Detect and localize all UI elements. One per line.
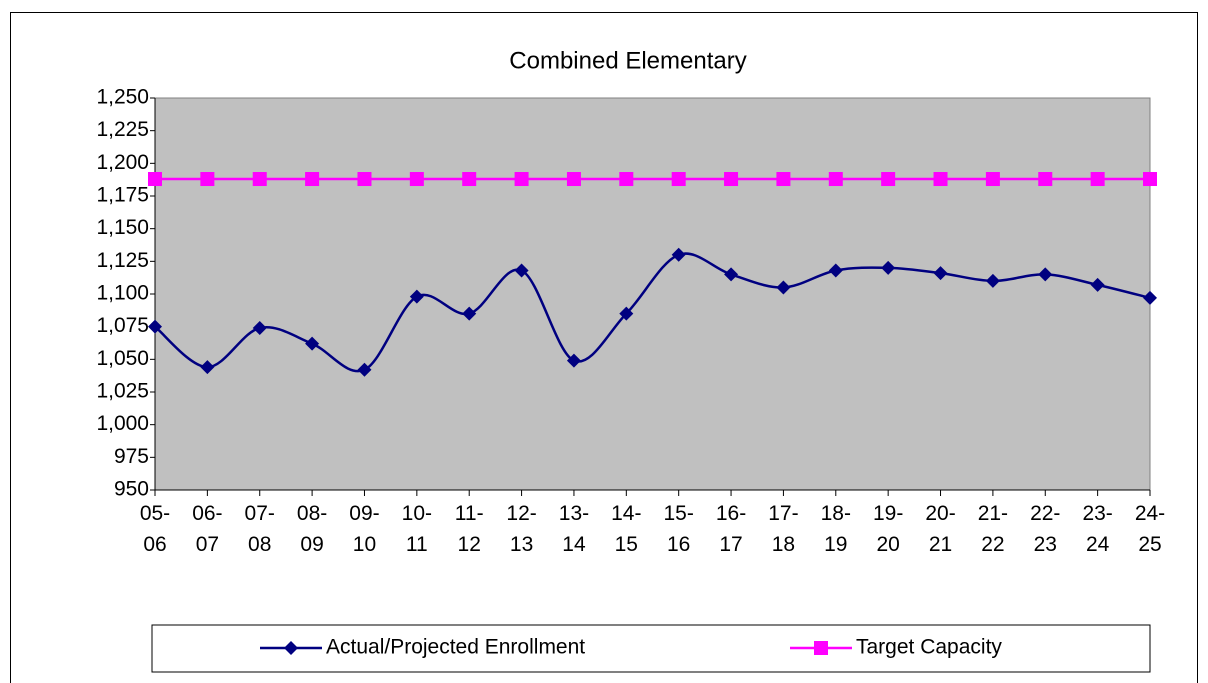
x-tick-label: 16-17	[716, 502, 746, 556]
y-tick-label: 1,200	[96, 151, 149, 174]
marker	[357, 172, 372, 187]
x-tick-label: 05-06	[140, 502, 170, 556]
x-tick-label: 06-07	[192, 502, 222, 556]
marker	[828, 263, 843, 278]
marker	[1143, 290, 1157, 305]
marker	[671, 172, 686, 187]
marker	[881, 260, 896, 275]
x-tick-label: 18-19	[821, 502, 851, 556]
marker	[462, 306, 477, 321]
marker	[566, 172, 581, 187]
x-tick-label: 09-10	[349, 502, 379, 556]
x-tick-label: 24-25	[1135, 502, 1165, 556]
marker	[724, 172, 739, 187]
marker	[933, 266, 948, 281]
y-tick-label: 1,150	[96, 216, 149, 239]
marker	[148, 172, 162, 187]
x-tick-label: 21-22	[978, 502, 1008, 556]
x-tick-label: 15-16	[664, 502, 694, 556]
marker	[409, 289, 424, 304]
y-tick-label: 1,175	[96, 184, 149, 207]
x-tick-label: 08-09	[297, 502, 327, 556]
marker	[252, 320, 267, 335]
marker	[881, 172, 896, 187]
y-tick-label: 1,250	[96, 86, 149, 109]
marker	[985, 273, 1000, 288]
y-tick-label: 1,225	[96, 118, 149, 141]
y-tick-label: 1,075	[96, 314, 149, 337]
marker	[566, 353, 581, 368]
marker	[200, 172, 215, 187]
marker	[1090, 172, 1105, 187]
x-tick-label: 10-11	[402, 502, 432, 556]
x-tick-label: 20-21	[925, 502, 955, 556]
y-tick-label: 1,000	[96, 412, 149, 435]
marker	[671, 247, 686, 262]
marker	[462, 172, 477, 187]
marker	[1090, 277, 1105, 292]
marker	[776, 172, 791, 187]
marker	[933, 172, 948, 187]
x-tick-label: 23-24	[1082, 502, 1112, 556]
marker	[1143, 172, 1157, 187]
marker	[828, 172, 843, 187]
marker	[776, 280, 791, 295]
legend-label: Actual/Projected Enrollment	[326, 636, 585, 659]
x-tick-label: 11-12	[455, 502, 484, 556]
marker	[985, 172, 1000, 187]
y-tick-label: 1,100	[96, 282, 149, 305]
marker	[1038, 267, 1053, 282]
x-tick-label: 14-15	[611, 502, 641, 556]
y-tick-label: 950	[114, 478, 149, 501]
marker	[619, 172, 634, 187]
marker	[814, 641, 828, 655]
marker	[252, 172, 267, 187]
marker	[514, 172, 529, 187]
x-tick-label: 12-13	[506, 502, 536, 556]
marker	[284, 641, 298, 655]
marker	[409, 172, 424, 187]
chart-title: Combined Elementary	[509, 47, 746, 74]
legend-label: Target Capacity	[856, 636, 1002, 659]
marker	[619, 306, 634, 321]
x-tick-label: 19-20	[873, 502, 903, 556]
x-tick-label: 07-08	[245, 502, 275, 556]
plot-area	[154, 97, 1151, 491]
marker	[514, 263, 529, 278]
x-tick-label: 17-18	[768, 502, 798, 556]
marker	[1038, 172, 1053, 187]
x-tick-label: 22-23	[1030, 502, 1060, 556]
marker	[305, 336, 320, 351]
marker	[200, 360, 215, 375]
marker	[724, 267, 739, 282]
marker	[305, 172, 320, 187]
y-tick-label: 1,050	[96, 347, 149, 370]
marker	[148, 319, 162, 334]
y-tick-label: 975	[114, 445, 149, 468]
y-tick-label: 1,125	[96, 249, 149, 272]
marker	[357, 362, 372, 377]
frame	[10, 12, 1198, 683]
y-tick-label: 1,025	[96, 380, 149, 403]
x-tick-label: 13-14	[559, 502, 589, 556]
